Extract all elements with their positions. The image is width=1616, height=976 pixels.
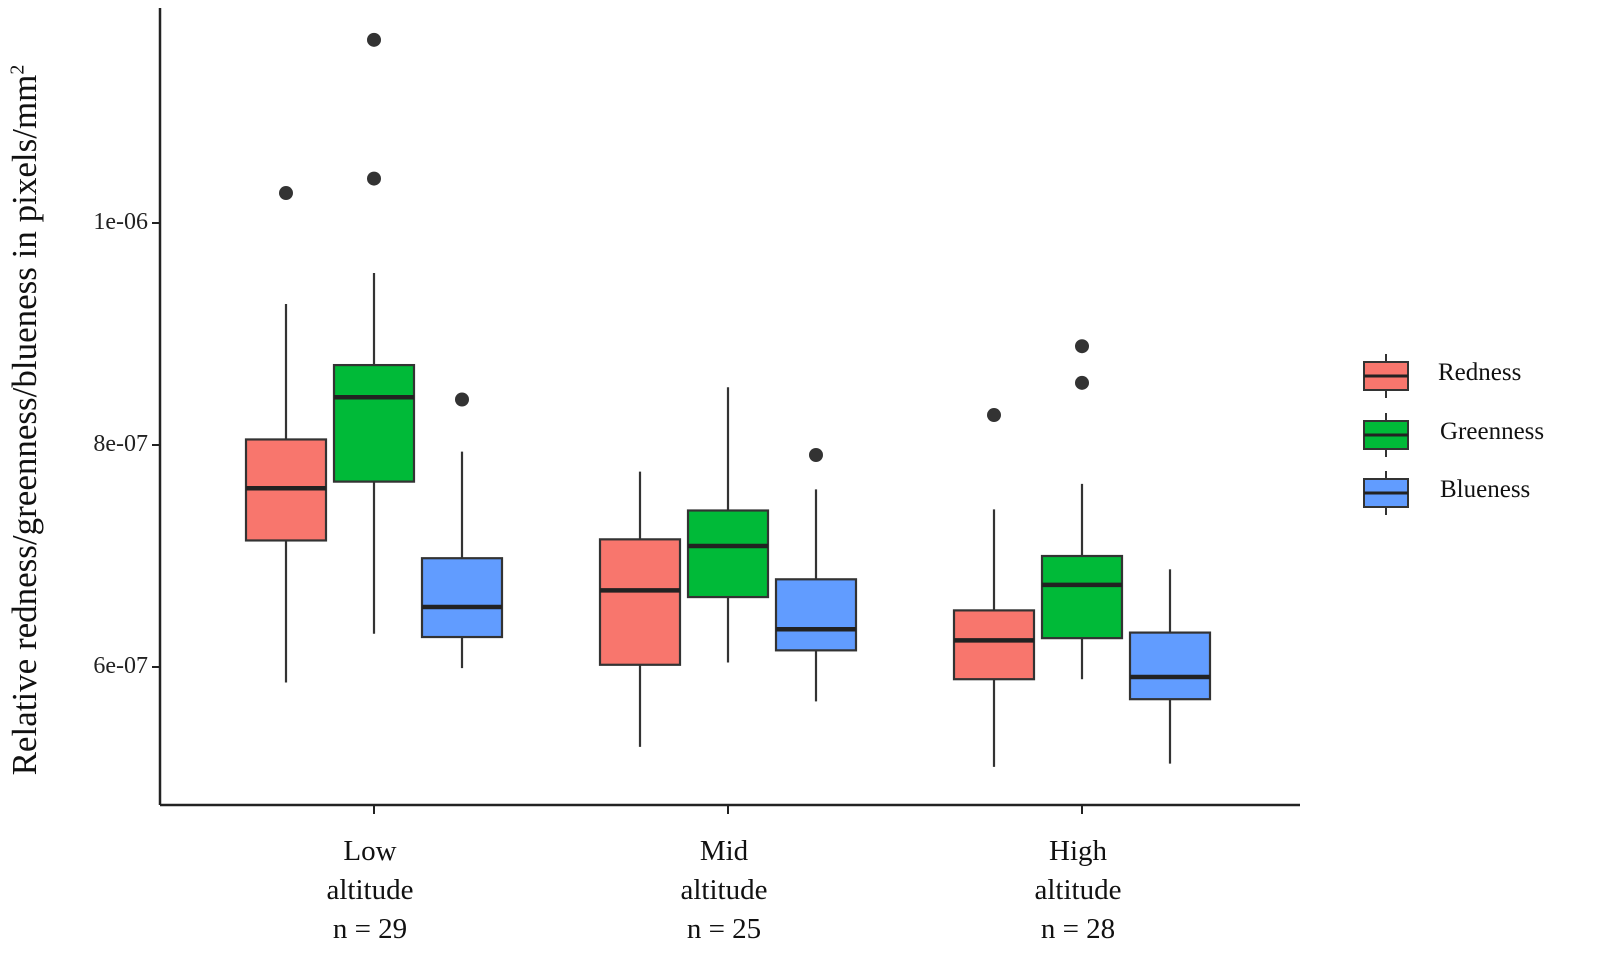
x-category-label-high: High altitude n = 28 bbox=[978, 832, 1178, 949]
x-category-subtitle: altitude bbox=[326, 874, 414, 906]
box-iqr bbox=[332, 363, 416, 483]
box-blueness-high bbox=[1128, 569, 1212, 764]
y-axis-label-container: Relative redness/greenness/blueness in p… bbox=[0, 0, 50, 976]
x-category-count: n = 25 bbox=[686, 913, 762, 945]
box-iqr bbox=[1128, 631, 1212, 701]
y-axis-label: Relative redness/greenness/blueness in p… bbox=[5, 65, 45, 776]
x-category-name: High bbox=[1049, 835, 1107, 867]
box-greenness-high bbox=[1040, 339, 1124, 680]
x-category-subtitle: altitude bbox=[1034, 874, 1122, 906]
box-greenness-low bbox=[332, 32, 416, 634]
y-axis-label-superscript: 2 bbox=[6, 64, 29, 75]
legend-key-greenness bbox=[1363, 413, 1409, 457]
outlier-point bbox=[279, 186, 293, 201]
x-category-subtitle: altitude bbox=[680, 874, 768, 906]
legend-key-blueness bbox=[1363, 471, 1409, 515]
box-iqr bbox=[774, 578, 858, 652]
box-iqr bbox=[420, 557, 504, 639]
outlier-point bbox=[809, 447, 823, 462]
box-greenness-mid bbox=[686, 387, 770, 663]
x-category-label-low: Low altitude n = 29 bbox=[270, 832, 470, 949]
box-groups bbox=[244, 32, 1212, 767]
outlier-point bbox=[367, 171, 381, 186]
y-axis-label-text: Relative redness/greenness/blueness in p… bbox=[5, 74, 44, 776]
box-iqr bbox=[952, 609, 1036, 681]
legend-label-redness: Redness bbox=[1438, 359, 1522, 386]
outlier-point bbox=[1075, 339, 1089, 354]
legend bbox=[1363, 354, 1409, 515]
legend-label-greenness: Greenness bbox=[1440, 418, 1545, 445]
outlier-point bbox=[455, 392, 469, 407]
x-category-name: Mid bbox=[699, 835, 749, 867]
x-category-label-mid: Mid altitude n = 25 bbox=[624, 832, 824, 949]
x-category-name: Low bbox=[343, 835, 397, 867]
box-blueness-low bbox=[420, 392, 504, 669]
box-blueness-mid bbox=[774, 447, 858, 702]
box-iqr bbox=[1040, 554, 1124, 640]
box-iqr bbox=[686, 509, 770, 599]
box-redness-mid bbox=[598, 471, 682, 747]
legend-key-redness bbox=[1363, 354, 1409, 398]
box-iqr bbox=[598, 538, 682, 666]
y-tick-label: 6e-07 bbox=[93, 653, 148, 679]
outlier-point bbox=[367, 32, 381, 47]
y-tick-label: 8e-07 bbox=[93, 431, 148, 457]
box-redness-low bbox=[244, 186, 328, 683]
axes bbox=[152, 8, 1300, 814]
y-tick-label: 1e-06 bbox=[93, 209, 148, 235]
outlier-point bbox=[1075, 375, 1089, 390]
x-category-count: n = 28 bbox=[1040, 913, 1116, 945]
x-category-count: n = 29 bbox=[332, 913, 408, 945]
box-redness-high bbox=[952, 408, 1036, 767]
outlier-point bbox=[987, 408, 1001, 423]
legend-label-blueness: Blueness bbox=[1440, 476, 1531, 503]
